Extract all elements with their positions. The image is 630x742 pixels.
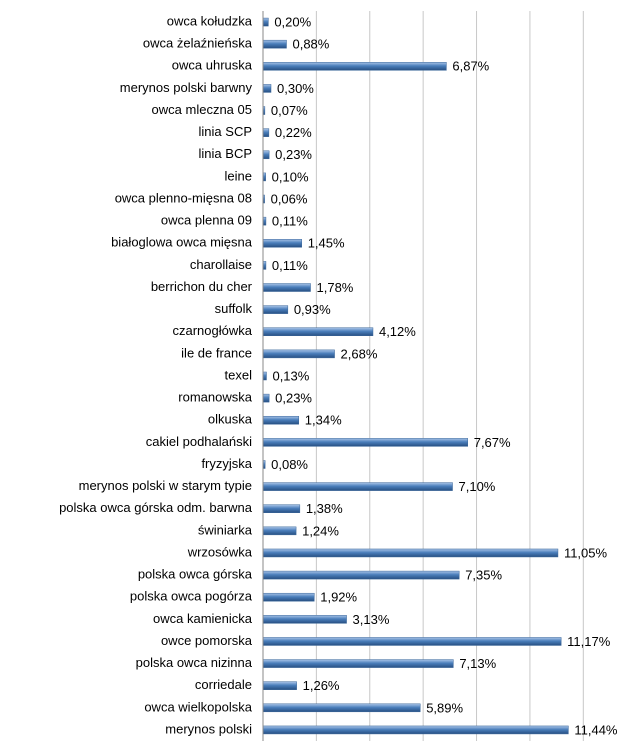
y-tick-label: owca kołudzka [167,13,253,28]
data-label: 11,44% [574,722,618,737]
bar [262,482,453,491]
y-tick-label: białoglowa owca mięsna [111,235,253,250]
data-label: 1,38% [306,501,343,516]
data-label: 3,13% [353,612,390,627]
data-label: 7,35% [465,568,502,583]
data-label: 2,68% [341,346,378,361]
y-tick-label: owca żelaźnieńska [143,36,253,51]
bar [262,150,270,160]
y-tick-label: texel [225,367,253,382]
data-label: 0,08% [271,457,308,472]
bar [262,548,559,558]
y-tick-label: świniarka [198,522,253,537]
data-label: 0,88% [292,37,329,52]
y-tick-label: owca plenno-mięsna 08 [115,190,252,205]
data-label: 0,11% [272,258,308,273]
data-label: 0,06% [271,191,308,206]
y-tick-label: cakiel podhalański [146,434,252,449]
data-label: 1,26% [303,678,340,693]
y-tick-label: polska owca górska odm. barwna [59,500,253,515]
y-tick-label: owca wielkopolska [144,699,252,714]
y-tick-label: owca kamienicka [153,611,253,626]
y-tick-label: charollaise [190,257,252,272]
y-tick-label: romanowska [178,390,252,405]
bar [262,371,267,381]
bar [262,526,297,536]
y-tick-label: corriedale [195,677,252,692]
y-tick-label: merynos polski barwny [120,80,253,95]
bar [262,393,270,403]
bar [262,305,289,314]
bar [262,659,454,668]
y-tick-label: suffolk [215,301,253,316]
data-label: 0,07% [271,103,308,118]
y-tick-label: linia SCP [199,124,252,139]
bar [262,128,270,137]
bar [262,681,297,690]
data-label: 5,89% [426,700,463,715]
y-tick-label: owca mleczna 05 [152,102,252,117]
y-tick-label: leine [225,168,252,183]
data-label: 1,34% [305,413,342,428]
data-label: 7,13% [459,656,496,671]
data-label: 4,12% [379,324,416,339]
bar [262,239,302,248]
y-tick-label: ile de france [181,345,252,360]
bar [262,17,269,27]
y-tick-label: owca uhruska [172,58,253,73]
bar [262,415,300,425]
data-label: 7,10% [459,479,496,494]
data-label: 11,17% [567,634,611,649]
data-label: 0,20% [274,14,311,29]
bar [262,615,347,624]
data-label: 0,10% [272,169,309,184]
y-tick-label: wrzosówka [187,544,253,559]
y-tick-label: olkuska [208,412,253,427]
bar [262,349,335,359]
data-label: 0,93% [294,302,331,317]
data-label: 0,11% [272,214,308,229]
data-label: 6,87% [452,59,489,74]
data-label: 0,30% [277,81,314,96]
y-tick-label: merynos polski w starym typie [79,478,252,493]
data-label: 0,13% [272,368,309,383]
bar [262,504,301,513]
bar [262,725,569,735]
bar [262,62,447,71]
bar [262,84,272,93]
data-label: 1,92% [320,590,357,605]
data-label: 0,22% [275,125,312,140]
bar [262,592,315,602]
bar [262,637,562,646]
y-tick-label: linia BCP [199,146,252,161]
bar [262,570,460,580]
bar [262,327,374,337]
data-label: 1,24% [302,523,339,538]
data-label: 11,05% [564,545,608,560]
y-tick-label: polska owca nizinna [136,655,253,670]
y-tick-label: polska owca górska [138,567,253,582]
y-tick-label: fryzyjska [201,456,252,471]
data-label: 1,45% [308,236,345,251]
y-tick-label: merynos polski [165,721,252,736]
data-label: 0,23% [275,391,312,406]
y-tick-label: czarnogłówka [173,323,253,338]
data-label: 7,67% [474,435,511,450]
data-label: 1,78% [317,280,354,295]
y-tick-label: berrichon du cher [151,279,253,294]
y-tick-label: polska owca pogórza [130,589,253,604]
bar [262,703,421,713]
bar [262,283,311,292]
data-label: 0,23% [275,147,312,162]
y-tick-label: owca plenna 09 [161,213,252,228]
bar [262,438,468,447]
y-tick-label: owce pomorska [161,633,253,648]
bar [262,39,287,49]
